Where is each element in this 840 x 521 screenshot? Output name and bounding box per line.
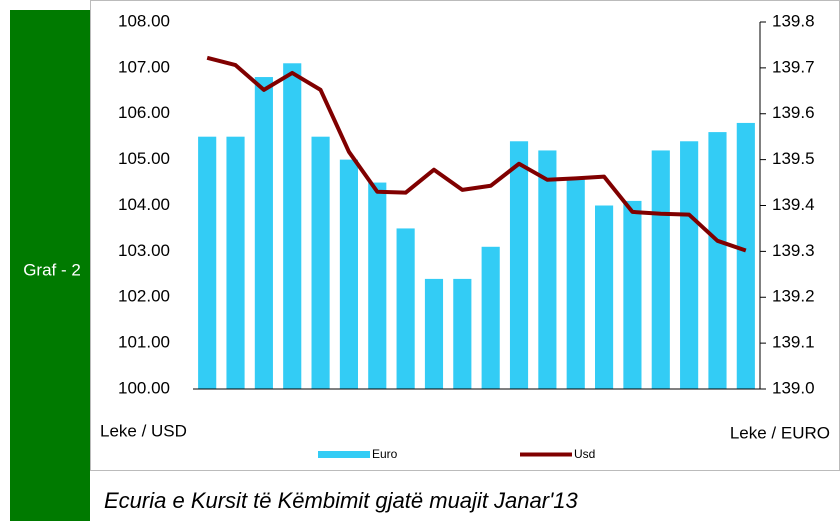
y-tick-label: 103.00 xyxy=(118,241,170,260)
y-tick-label: 108.00 xyxy=(118,11,170,30)
y-tick-label: 104.00 xyxy=(118,195,170,214)
bar xyxy=(311,136,330,389)
y2-tick-label: 139.2 xyxy=(772,287,815,306)
bar xyxy=(283,63,302,389)
y2-tick-label: 139.6 xyxy=(772,103,815,122)
bar xyxy=(680,141,699,389)
bar xyxy=(396,228,415,389)
y-tick-label: 102.00 xyxy=(118,287,170,306)
chart-title: Ecuria e Kursit të Këmbimit gjatë muajit… xyxy=(104,488,579,513)
y-tick-label: 105.00 xyxy=(118,149,170,168)
bar xyxy=(368,182,387,389)
bar xyxy=(254,77,273,390)
y-tick-label: 106.00 xyxy=(118,103,170,122)
bar xyxy=(538,150,557,389)
bar xyxy=(708,132,727,389)
y2-tick-label: 139.4 xyxy=(772,195,815,214)
side-label: Graf - 2 xyxy=(23,260,81,279)
bar xyxy=(424,278,444,389)
y2-axis-label: Leke / EURO xyxy=(730,423,830,442)
bar xyxy=(509,141,529,389)
bar xyxy=(226,136,245,389)
bar xyxy=(651,150,670,389)
y2-tick-label: 139.5 xyxy=(772,149,815,168)
line xyxy=(206,55,747,253)
legend-swatch xyxy=(318,451,370,458)
bar xyxy=(595,205,614,389)
y-tick-label: 101.00 xyxy=(118,333,170,352)
y2-tick-label: 139.7 xyxy=(772,57,815,76)
bar xyxy=(481,246,500,389)
y2-tick-label: 139.1 xyxy=(772,333,815,352)
side-panel xyxy=(10,10,90,521)
bar xyxy=(623,200,642,389)
y2-tick-label: 139.8 xyxy=(772,11,815,30)
bar xyxy=(198,136,217,389)
legend-label: Usd xyxy=(574,447,595,461)
y2-tick-label: 139.3 xyxy=(772,241,815,260)
y-tick-label: 100.00 xyxy=(118,378,170,397)
y-tick-label: 107.00 xyxy=(118,57,170,76)
bar xyxy=(339,159,358,389)
legend-label: Euro xyxy=(372,447,398,461)
bar xyxy=(453,278,472,389)
bar xyxy=(566,177,585,389)
bar xyxy=(736,122,755,390)
y-axis-label: Leke / USD xyxy=(100,421,187,440)
y2-tick-label: 139.0 xyxy=(772,378,815,397)
